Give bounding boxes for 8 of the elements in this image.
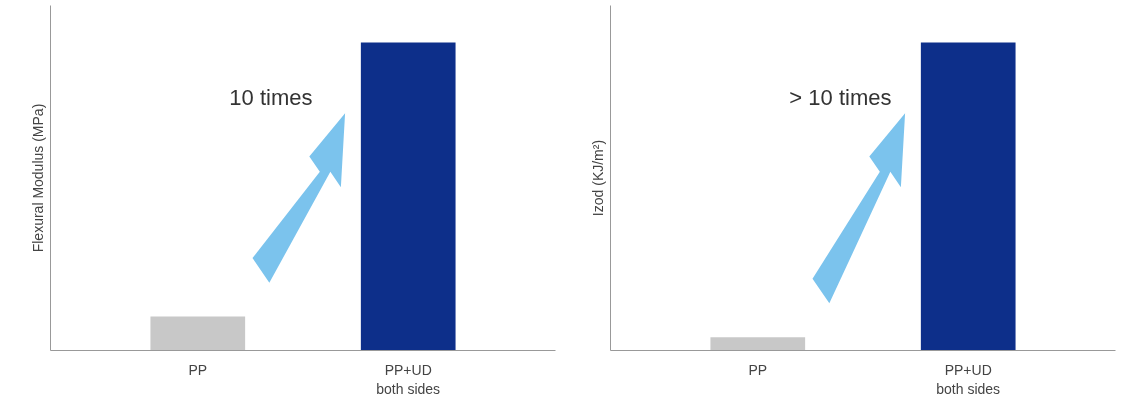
x-tick-label: PP+UD both sides <box>936 361 1001 397</box>
x-tick-label: PP <box>748 361 768 378</box>
x-tick-label: PP <box>188 361 208 378</box>
annotation: 10 times <box>229 85 313 111</box>
y-axis-title: Flexural Modulus (MPa) <box>29 103 46 253</box>
annotation: > 10 times <box>789 85 892 111</box>
x-tick-label: PP+UD both sides <box>376 361 441 397</box>
y-axis-title: Izod (KJ/m²) <box>589 139 606 217</box>
